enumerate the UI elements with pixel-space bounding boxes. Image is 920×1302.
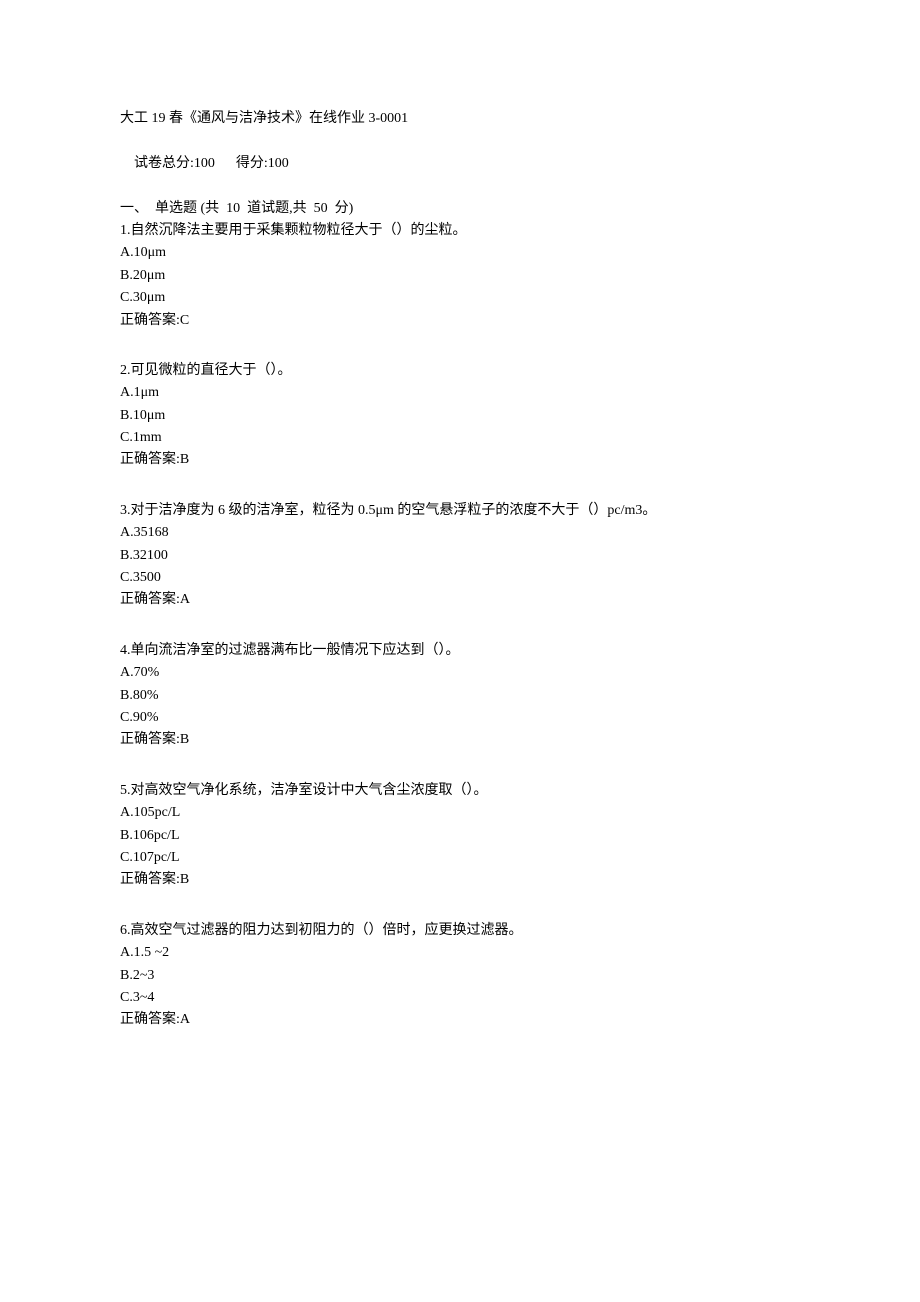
question-option: B.106pc/L bbox=[120, 825, 800, 847]
score-value: 100 bbox=[268, 156, 289, 171]
question-option: C.107pc/L bbox=[120, 847, 800, 869]
question-option: B.20μm bbox=[120, 265, 800, 287]
question-block: 6.高效空气过滤器的阻力达到初阻力的（）倍时，应更换过滤器。 A.1.5 ~2 … bbox=[120, 920, 800, 1032]
question-option: A.1μm bbox=[120, 382, 800, 404]
question-block: 4.单向流洁净室的过滤器满布比一般情况下应达到（）。 A.70% B.80% C… bbox=[120, 640, 800, 752]
question-option: A.10μm bbox=[120, 242, 800, 264]
question-stem: 5.对高效空气净化系统，洁净室设计中大气含尘浓度取（）。 bbox=[120, 780, 800, 802]
question-answer: 正确答案:A bbox=[120, 589, 800, 611]
question-answer: 正确答案:A bbox=[120, 1009, 800, 1031]
question-stem: 3.对于洁净度为 6 级的洁净室，粒径为 0.5μm 的空气悬浮粒子的浓度不大于… bbox=[120, 500, 800, 522]
question-block: 3.对于洁净度为 6 级的洁净室，粒径为 0.5μm 的空气悬浮粒子的浓度不大于… bbox=[120, 500, 800, 612]
question-option: B.80% bbox=[120, 685, 800, 707]
question-block: 1.自然沉降法主要用于采集颗粒物粒径大于（）的尘粒。 A.10μm B.20μm… bbox=[120, 220, 800, 332]
question-stem: 2.可见微粒的直径大于（）。 bbox=[120, 360, 800, 382]
question-option: B.32100 bbox=[120, 545, 800, 567]
score-line: 试卷总分:100 得分:100 bbox=[120, 130, 800, 197]
score-label: 得分: bbox=[236, 156, 268, 171]
question-option: A.35168 bbox=[120, 522, 800, 544]
question-answer: 正确答案:C bbox=[120, 310, 800, 332]
total-label: 试卷总分: bbox=[134, 156, 194, 171]
doc-title: 大工 19 春《通风与洁净技术》在线作业 3-0001 bbox=[120, 108, 800, 130]
question-option: C.1mm bbox=[120, 427, 800, 449]
question-answer: 正确答案:B bbox=[120, 449, 800, 471]
page: 大工 19 春《通风与洁净技术》在线作业 3-0001 试卷总分:100 得分:… bbox=[0, 0, 920, 1302]
question-option: A.105pc/L bbox=[120, 802, 800, 824]
question-stem: 4.单向流洁净室的过滤器满布比一般情况下应达到（）。 bbox=[120, 640, 800, 662]
question-block: 2.可见微粒的直径大于（）。 A.1μm B.10μm C.1mm 正确答案:B bbox=[120, 360, 800, 472]
question-option: C.90% bbox=[120, 707, 800, 729]
question-option: C.3~4 bbox=[120, 987, 800, 1009]
question-option: B.2~3 bbox=[120, 965, 800, 987]
question-stem: 6.高效空气过滤器的阻力达到初阻力的（）倍时，应更换过滤器。 bbox=[120, 920, 800, 942]
total-value: 100 bbox=[194, 156, 215, 171]
question-option: C.30μm bbox=[120, 287, 800, 309]
section-heading: 一、 单选题 (共 10 道试题,共 50 分) bbox=[120, 198, 800, 220]
question-option: B.10μm bbox=[120, 405, 800, 427]
question-stem: 1.自然沉降法主要用于采集颗粒物粒径大于（）的尘粒。 bbox=[120, 220, 800, 242]
question-option: A.70% bbox=[120, 662, 800, 684]
question-option: C.3500 bbox=[120, 567, 800, 589]
question-option: A.1.5 ~2 bbox=[120, 942, 800, 964]
question-answer: 正确答案:B bbox=[120, 869, 800, 891]
question-answer: 正确答案:B bbox=[120, 729, 800, 751]
question-block: 5.对高效空气净化系统，洁净室设计中大气含尘浓度取（）。 A.105pc/L B… bbox=[120, 780, 800, 892]
